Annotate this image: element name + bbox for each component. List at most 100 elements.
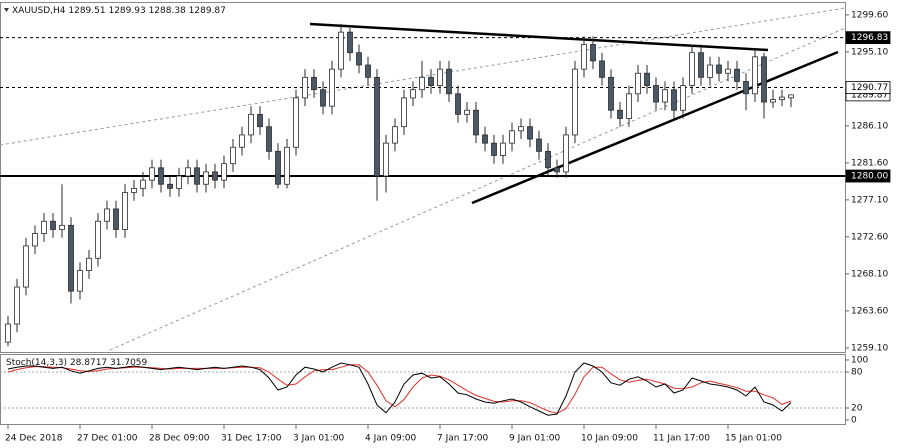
candle-body [221, 163, 227, 181]
x-tick-label: 31 Dec 17:00 [221, 434, 282, 444]
candle-body [491, 142, 497, 156]
candle-body [194, 167, 200, 185]
candle-body [734, 68, 740, 82]
price-label-box [845, 169, 891, 183]
candle-body [239, 134, 245, 148]
candle-body [725, 68, 731, 74]
candle-body [122, 192, 128, 230]
ohlc-high: 1289.93 [108, 6, 145, 16]
candle-body [311, 76, 317, 91]
candle-body [50, 220, 56, 230]
candle-body [590, 44, 596, 62]
stoch-main-value: 28.8717 [70, 358, 107, 368]
price-label: 1280.00 [851, 172, 888, 182]
symbol: XAUUSD,H4 [12, 6, 66, 16]
candle-body [185, 167, 191, 177]
candle-body [140, 179, 146, 189]
candle-body [149, 167, 155, 181]
candle-body [59, 224, 65, 230]
y-tick-label: 1281.60 [851, 158, 888, 168]
candle-body [284, 146, 290, 185]
candle-body [779, 96, 785, 100]
x-tick-label: 10 Jan 09:00 [581, 434, 638, 444]
candle-body [473, 109, 479, 136]
candle-body [401, 97, 407, 128]
candle-body [257, 113, 263, 128]
stoch-y-tick-label: 80 [851, 368, 863, 378]
candle-body [203, 171, 209, 185]
stoch-name: Stoch(14,3,3) [6, 358, 67, 368]
ohlc-low: 1288.38 [149, 6, 186, 16]
candle-body [536, 138, 542, 152]
candle-body [320, 89, 326, 107]
candle-body [752, 56, 758, 95]
candle-body [158, 167, 164, 185]
candle-body [392, 126, 398, 144]
price-label-box [845, 31, 891, 45]
candle-body [131, 187, 137, 193]
candle-body [599, 60, 605, 78]
symbol-title: XAUUSD,H4 1289.51 1289.93 1288.38 1289.8… [12, 6, 226, 16]
candle-body [410, 89, 416, 99]
candle-body [761, 56, 767, 103]
candle-body [77, 270, 83, 292]
y-tick-label: 1259.10 [851, 343, 888, 353]
candle-body [338, 31, 344, 70]
x-tick-label: 28 Dec 09:00 [149, 434, 210, 444]
candle-body [446, 68, 452, 95]
candle-body [635, 72, 641, 95]
ohlc-close: 1289.87 [189, 6, 226, 16]
stoch-signal-line [7, 364, 792, 414]
candle-body [167, 183, 173, 189]
candle-body [329, 68, 335, 107]
price-label: 1290.77 [851, 83, 888, 93]
candle-body [32, 233, 38, 247]
candle-body [680, 85, 686, 111]
candle-body [743, 81, 749, 95]
candle-body [581, 44, 587, 70]
candle-body [23, 245, 29, 288]
x-tick-label: 24 Dec 2018 [5, 434, 63, 444]
candle-body [437, 68, 443, 86]
candle-body [428, 76, 434, 86]
channel-line [109, 27, 846, 351]
stoch-signal-value: 31.7059 [110, 358, 147, 368]
trendline [471, 50, 839, 205]
candle-body [356, 52, 362, 66]
candle-body [464, 109, 470, 115]
candle-body [230, 146, 236, 165]
stoch-y-tick-label: 20 [851, 404, 863, 414]
candle-body [653, 85, 659, 103]
candle-body [662, 89, 668, 103]
y-tick-label: 1299.60 [851, 10, 888, 20]
candle-body [572, 68, 578, 136]
title-arrow [4, 8, 9, 12]
candle-body [788, 94, 794, 99]
y-tick-label: 1286.10 [851, 121, 888, 131]
candle-body [527, 126, 533, 140]
candle-body [554, 167, 560, 173]
candle-body [212, 171, 218, 181]
candle-body [617, 109, 623, 119]
stoch-panel [0, 354, 846, 425]
candle-body [455, 93, 461, 115]
candle-body [14, 286, 20, 325]
price-label-box [845, 81, 891, 94]
candle-body [302, 76, 308, 99]
y-tick-label: 1272.60 [851, 232, 888, 242]
x-tick-label: 4 Jan 09:00 [365, 434, 417, 444]
candle-body [770, 99, 776, 103]
candle-body [347, 31, 353, 54]
x-tick-label: 3 Jan 01:00 [293, 434, 345, 444]
candle-body [698, 52, 704, 78]
candle-body [689, 52, 695, 86]
candle-body [500, 142, 506, 156]
candle-body [41, 220, 47, 234]
price-label: 1289.87 [851, 90, 888, 100]
candle-body [419, 76, 425, 91]
candle-body [608, 76, 614, 111]
y-tick-label: 1268.10 [851, 269, 888, 279]
candle-body [626, 93, 632, 119]
